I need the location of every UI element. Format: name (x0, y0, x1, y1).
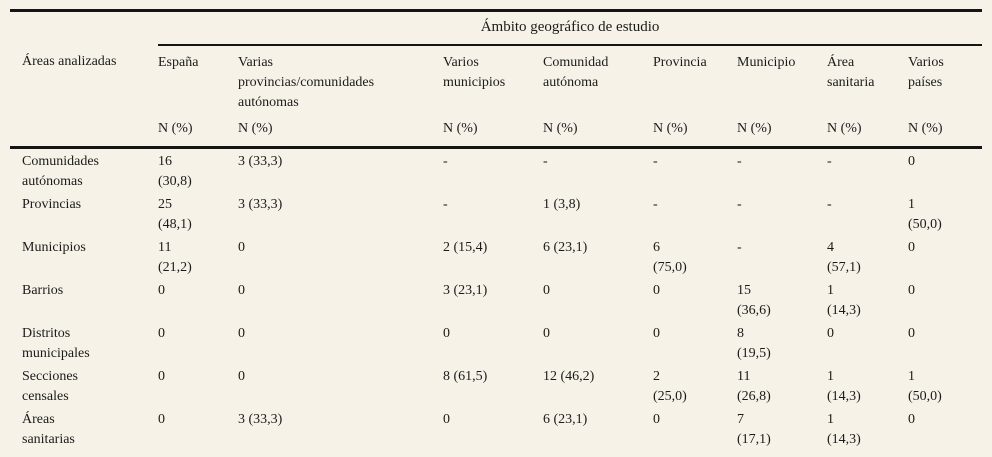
data-cell: - (737, 154, 742, 169)
data-cell: 0 (908, 412, 915, 427)
data-cell: 6 (23,1) (543, 240, 588, 255)
data-cell: 0 (543, 283, 550, 298)
data-cell: 6 (75,0) (653, 240, 687, 275)
column-header-espana: España (158, 55, 199, 70)
data-cell: 0 (238, 283, 245, 298)
data-cell: - (653, 154, 658, 169)
data-cell: 1 (14,3) (827, 412, 861, 447)
row-label: Provincias (22, 197, 82, 212)
row-label: Distritos municipales (22, 326, 90, 361)
table-row: Comunidades autónomas 16 (30,8) 3 (33,3)… (10, 148, 982, 193)
row-label: Áreas sanitarias (22, 412, 75, 447)
column-header-varios-paises: Varios países (908, 55, 944, 90)
row-label: Municipios (22, 240, 86, 255)
data-cell: - (443, 154, 448, 169)
data-cell: 16 (30,8) (158, 154, 192, 189)
data-cell: 6 (23,1) (543, 412, 588, 427)
subheader-n-pct: N (%) (827, 113, 908, 149)
data-cell: 0 (158, 326, 165, 341)
data-cell: - (737, 240, 742, 255)
data-cell: 0 (543, 326, 550, 341)
table-row: Municipios 11 (21,2) 0 2 (15,4) 6 (23,1)… (10, 235, 982, 278)
row-label: Secciones censales (22, 369, 78, 404)
data-cell: 0 (238, 369, 245, 384)
data-cell: 15 (36,6) (737, 283, 771, 318)
data-cell: 8 (19,5) (737, 326, 771, 361)
study-scope-table: Ámbito geográfico de estudio Áreas anali… (10, 9, 983, 457)
data-cell: - (543, 154, 548, 169)
corner-cell (10, 11, 158, 46)
subheader-n-pct: N (%) (238, 113, 443, 149)
column-header-row: Áreas analizadas España Varias provincia… (10, 45, 982, 113)
subheader-n-pct: N (%) (158, 113, 238, 149)
table-row: Barrios 0 0 3 (23,1) 0 0 15 (36,6) 1 (14… (10, 278, 982, 321)
data-cell: - (443, 197, 448, 212)
data-cell: - (653, 197, 658, 212)
row-header-label: Áreas analizadas (22, 54, 117, 69)
column-header-provincia: Provincia (653, 55, 707, 70)
data-cell: - (827, 154, 832, 169)
data-cell: 3 (33,3) (238, 412, 283, 427)
data-cell: 0 (443, 412, 450, 427)
data-cell: 3 (33,3) (238, 154, 283, 169)
data-cell: 0 (827, 326, 834, 341)
data-cell: 12 (46,2) (543, 369, 595, 384)
data-cell: - (827, 197, 832, 212)
column-header-area-sanitaria: Área sanitaria (827, 55, 875, 90)
data-cell: 0 (653, 412, 660, 427)
data-cell: 3 (33,3) (238, 197, 283, 212)
column-header-varias-provincias: Varias provincias/comunidades autónomas (238, 55, 375, 110)
column-header-comunidad-autonoma: Comunidad autónoma (543, 55, 609, 90)
column-header-varios-municipios: Varios municipios (443, 55, 506, 90)
data-cell: 7 (17,1) (737, 412, 771, 447)
data-cell: 0 (158, 412, 165, 427)
data-cell: 1 (50,0) (908, 197, 942, 232)
data-cell: 0 (908, 283, 915, 298)
data-cell: 0 (908, 326, 915, 341)
table-row: Distritos municipales 0 0 0 0 0 8 (19,5)… (10, 321, 982, 364)
data-cell: 1 (3,8) (543, 197, 581, 212)
data-cell: 25 (48,1) (158, 197, 192, 232)
column-header-municipio: Municipio (737, 55, 796, 70)
data-cell: 11 (21,2) (158, 240, 192, 275)
data-cell: - (737, 197, 742, 212)
data-cell: 4 (57,1) (827, 240, 861, 275)
subheader-n-pct: N (%) (543, 113, 653, 149)
data-cell: 11 (26,8) (737, 369, 771, 404)
data-cell: 8 (61,5) (443, 369, 488, 384)
table-row: Secciones censales 0 0 8 (61,5) 12 (46,2… (10, 364, 982, 407)
data-cell: 0 (653, 326, 660, 341)
data-cell: 1 (14,3) (827, 369, 861, 404)
row-label: Comunidades autónomas (22, 154, 99, 189)
data-cell: 3 (23,1) (443, 283, 488, 298)
table-row: Provincias 25 (48,1) 3 (33,3) - 1 (3,8) … (10, 192, 982, 235)
data-cell: 0 (238, 326, 245, 341)
subheader-row: N (%) N (%) N (%) N (%) N (%) N (%) N (%… (10, 113, 983, 149)
table-row: Áreas sanitarias 0 3 (33,3) 0 6 (23,1) 0… (10, 407, 982, 457)
table-title: Ámbito geográfico de estudio (158, 10, 983, 46)
table-title-row: Ámbito geográfico de estudio (10, 10, 983, 46)
data-cell: 0 (158, 283, 165, 298)
data-cell: 2 (25,0) (653, 369, 687, 404)
data-cell: 2 (15,4) (443, 240, 488, 255)
data-cell: 1 (50,0) (908, 369, 942, 404)
data-cell: 0 (238, 240, 245, 255)
subheader-n-pct: N (%) (737, 113, 827, 149)
subheader-empty (10, 113, 158, 149)
subheader-n-pct: N (%) (908, 113, 983, 149)
data-cell: 0 (653, 283, 660, 298)
data-cell: 0 (158, 369, 165, 384)
subheader-n-pct: N (%) (653, 113, 737, 149)
subheader-n-pct: N (%) (443, 113, 543, 149)
data-cell: 0 (908, 154, 915, 169)
row-label: Barrios (22, 283, 64, 298)
data-cell: 0 (908, 240, 915, 255)
data-cell: 0 (443, 326, 450, 341)
data-cell: 1 (14,3) (827, 283, 861, 318)
